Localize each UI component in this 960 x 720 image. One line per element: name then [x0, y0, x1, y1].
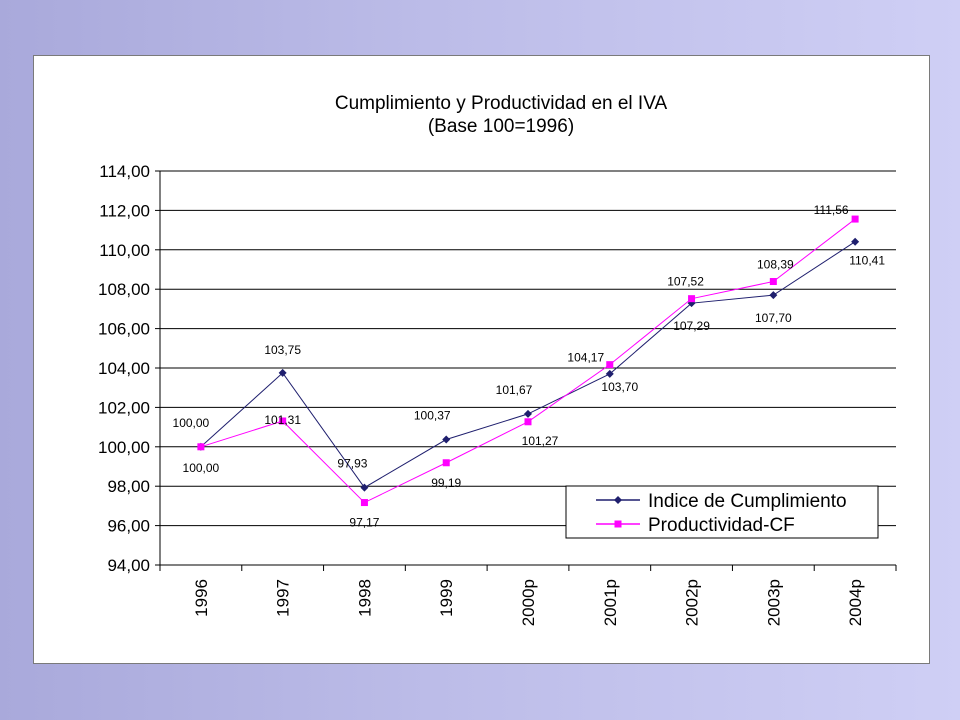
grid-lines — [160, 170, 896, 566]
data-label: 100,37 — [414, 409, 451, 423]
x-tick-label: 2001p — [601, 579, 620, 626]
data-point-cumplimiento — [851, 237, 860, 246]
legend-marker — [614, 520, 622, 528]
data-label: 97,93 — [337, 457, 367, 471]
data-label: 103,75 — [264, 343, 301, 357]
y-tick-label: 100,00 — [98, 438, 150, 457]
y-tick-label: 96,00 — [107, 517, 150, 536]
y-tick-label: 98,00 — [107, 477, 150, 496]
data-point-cumplimiento — [278, 368, 287, 377]
y-tick-label: 102,00 — [98, 398, 150, 417]
data-label: 101,27 — [522, 434, 559, 448]
data-label: 107,52 — [667, 275, 704, 289]
x-tick-label: 2003p — [764, 579, 783, 626]
data-label: 107,29 — [673, 319, 710, 333]
data-label: 101,31 — [264, 413, 301, 427]
data-point-productividad — [360, 499, 368, 507]
data-point-productividad — [279, 417, 287, 425]
data-label: 99,19 — [431, 476, 461, 490]
y-tick-label: 108,00 — [98, 280, 150, 299]
data-label: 100,00 — [173, 416, 210, 430]
chart-area: Cumplimiento y Productividad en el IVA (… — [33, 55, 930, 664]
x-tick-label: 1996 — [192, 579, 211, 617]
data-point-cumplimiento — [605, 369, 614, 378]
x-tick-label: 2004p — [846, 579, 865, 626]
data-point-productividad — [769, 278, 777, 286]
data-point-cumplimiento — [442, 435, 451, 444]
axes: 94,00 96,00 98,00 100,00 102,00 104,00 106,00 1… — [98, 162, 897, 626]
data-label: 100,00 — [183, 461, 220, 475]
y-tick-label: 104,00 — [98, 359, 150, 378]
data-label: 97,17 — [349, 516, 379, 530]
data-point-productividad — [606, 361, 614, 369]
data-point-cumplimiento — [524, 409, 532, 418]
legend-label: Productividad-CF — [648, 515, 795, 536]
legend-box — [565, 485, 879, 539]
data-label: 111,56 — [814, 203, 849, 217]
data-label: 110,41 — [849, 254, 885, 268]
data-labels: 100,00 103,75 97,93 100,37 101,67 103,70 107,2… — [173, 203, 886, 529]
y-tick-label: 94,00 — [107, 556, 150, 575]
data-point-cumplimiento — [360, 483, 369, 492]
y-tick-label: 112,00 — [99, 201, 150, 220]
data-label: 107,70 — [755, 311, 792, 325]
x-tick-label: 2002p — [683, 579, 702, 626]
y-tick-label: 114,00 — [99, 162, 150, 181]
x-tick-label: 2000p — [519, 579, 538, 626]
data-label: 101,67 — [496, 383, 533, 397]
data-point-productividad — [524, 418, 532, 426]
legend-label: Indice de Cumplimiento — [648, 491, 847, 512]
data-point-productividad — [851, 215, 859, 223]
chart-subtitle: (Base 100=1996) — [428, 116, 574, 137]
y-tick-label: 110,00 — [99, 241, 150, 260]
chart-title: Cumplimiento y Productividad en el IVA — [335, 93, 668, 114]
data-point-cumplimiento — [769, 291, 778, 300]
x-tick-label: 1997 — [274, 579, 293, 617]
series-layer — [196, 215, 860, 507]
y-tick-label: 106,00 — [98, 320, 150, 339]
x-tick-label: 1998 — [355, 579, 374, 617]
data-point-productividad — [442, 459, 450, 467]
data-label: 104,17 — [567, 351, 604, 365]
series-line-cumplimiento — [200, 241, 856, 489]
data-point-productividad — [688, 295, 696, 303]
data-label: 108,39 — [757, 258, 794, 272]
data-label: 103,70 — [601, 380, 638, 394]
legend: Indice de Cumplimiento Productividad-CF — [565, 485, 879, 539]
legend-marker — [614, 496, 622, 504]
x-tick-label: 1999 — [437, 579, 456, 617]
data-point-productividad — [197, 443, 205, 451]
line-chart: Cumplimiento y Productividad en el IVA (… — [98, 93, 897, 626]
